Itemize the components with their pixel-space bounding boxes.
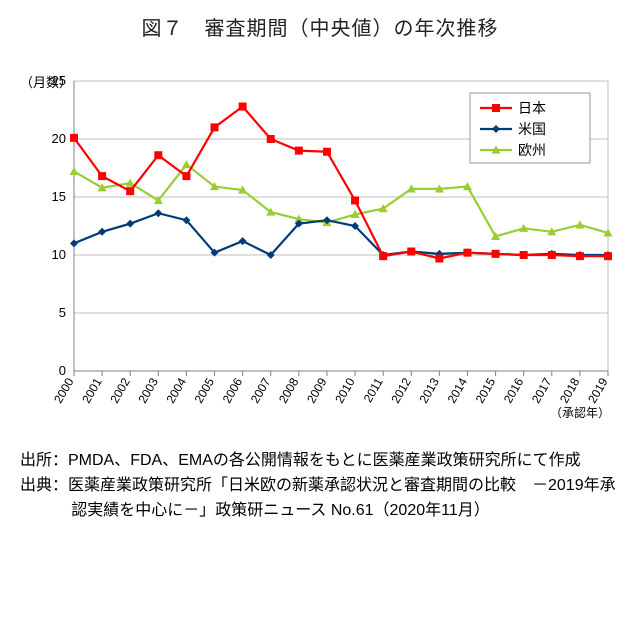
svg-text:2019: 2019 (585, 375, 611, 405)
svg-text:2010: 2010 (332, 375, 358, 405)
svg-text:米国: 米国 (518, 121, 546, 137)
svg-text:2006: 2006 (220, 375, 246, 405)
svg-text:2008: 2008 (276, 375, 302, 405)
svg-text:2017: 2017 (529, 375, 555, 405)
source-line-1: 出所：PMDA、FDA、EMAの各公開情報をもとに医薬産業政策研究所にて作成 (20, 449, 622, 474)
svg-text:2015: 2015 (473, 375, 499, 405)
svg-text:日本: 日本 (518, 100, 546, 116)
source-line-2: 出典：医薬産業政策研究所「日米欧の新薬承認状況と審査期間の比較 －2019年承認… (20, 474, 622, 524)
source-block: 出所：PMDA、FDA、EMAの各公開情報をもとに医薬産業政策研究所にて作成 出… (18, 449, 622, 523)
svg-text:0: 0 (59, 363, 66, 378)
chart-title: 図７ 審査期間（中央値）の年次推移 (18, 0, 622, 41)
svg-text:2002: 2002 (107, 375, 133, 405)
svg-text:25: 25 (52, 73, 66, 88)
svg-text:2007: 2007 (248, 375, 274, 405)
svg-text:2016: 2016 (501, 375, 527, 405)
svg-text:2018: 2018 (557, 375, 583, 405)
svg-text:2004: 2004 (164, 375, 190, 405)
svg-text:欧州: 欧州 (518, 142, 546, 158)
svg-text:5: 5 (59, 305, 66, 320)
line-chart: 0510152025200020012002200320042005200620… (18, 71, 618, 431)
svg-text:（承認年）: （承認年） (550, 405, 610, 420)
svg-text:2001: 2001 (79, 375, 105, 405)
svg-text:20: 20 (52, 131, 66, 146)
svg-text:15: 15 (52, 189, 66, 204)
svg-text:2012: 2012 (388, 375, 414, 405)
svg-text:2014: 2014 (445, 375, 471, 405)
svg-text:10: 10 (52, 247, 66, 262)
svg-text:2009: 2009 (304, 375, 330, 405)
svg-text:2003: 2003 (135, 375, 161, 405)
svg-text:2000: 2000 (51, 375, 77, 405)
svg-text:2011: 2011 (361, 375, 386, 405)
svg-text:2013: 2013 (416, 375, 442, 405)
svg-text:2005: 2005 (192, 375, 218, 405)
